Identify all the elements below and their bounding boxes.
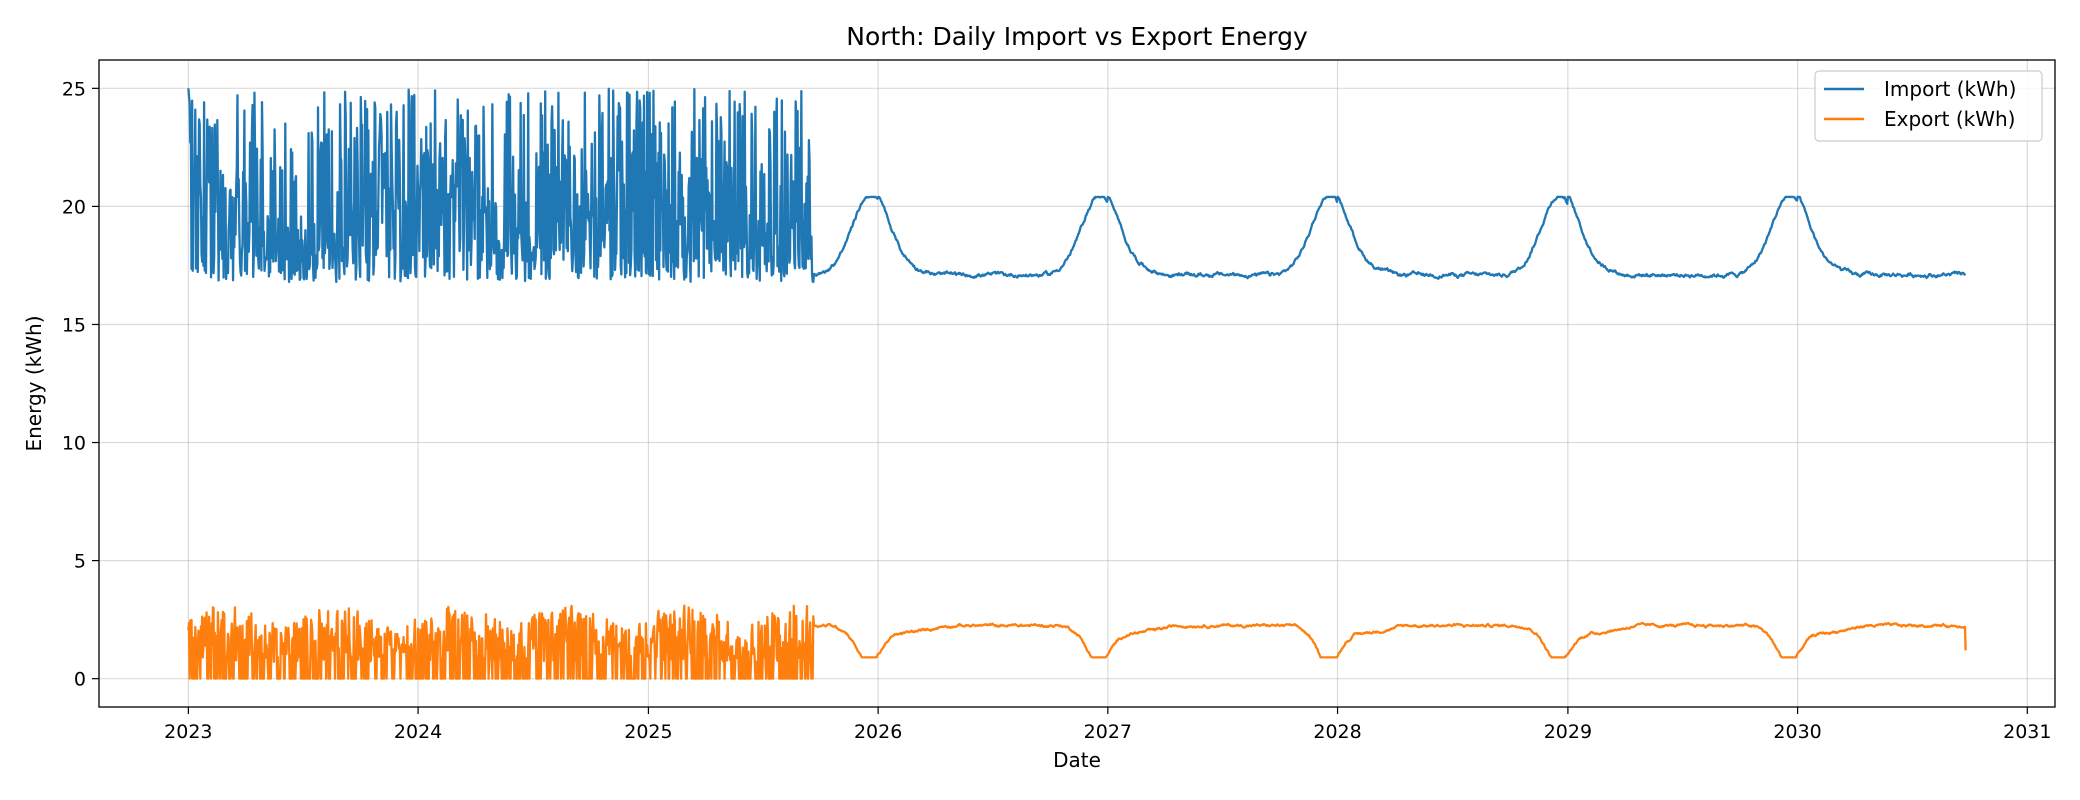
- legend-box: [1814, 70, 2043, 142]
- import-series-line: [187, 87, 1967, 284]
- y-tick-label: 20: [62, 196, 86, 218]
- x-tick-label: 2031: [2003, 721, 2051, 743]
- x-axis-label: Date: [1053, 748, 1101, 772]
- y-tick-label: 10: [62, 433, 86, 455]
- axes: 2023 2024 2025 2026 2027 2028 2029 2030 20310510…: [62, 78, 2052, 743]
- legend: Import (kWh) Export (kWh): [1814, 70, 2043, 142]
- x-tick-label: 2024: [394, 721, 442, 743]
- x-tick-label: 2028: [1313, 721, 1361, 743]
- x-tick-label: 2027: [1084, 721, 1132, 743]
- y-tick-label: 5: [74, 551, 86, 573]
- y-tick-label: 15: [62, 314, 86, 336]
- legend-label: Import (kWh): [1884, 77, 2016, 101]
- x-tick-label: 2026: [854, 721, 902, 743]
- export-series-line: [187, 604, 1967, 680]
- y-tick-label: 0: [74, 669, 86, 691]
- y-tick-label: 25: [62, 78, 86, 100]
- plot-frame: [98, 59, 2056, 708]
- x-tick-label: 2030: [1773, 721, 1821, 743]
- x-tick-label: 2023: [164, 721, 212, 743]
- x-tick-label: 2025: [624, 721, 672, 743]
- chart-title: North: Daily Import vs Export Energy: [846, 22, 1308, 51]
- x-tick-label: 2029: [1544, 721, 1592, 743]
- series-layer: [187, 87, 1967, 680]
- legend-label: Export (kWh): [1884, 107, 2015, 131]
- y-axis-label: Energy (kWh): [22, 315, 46, 451]
